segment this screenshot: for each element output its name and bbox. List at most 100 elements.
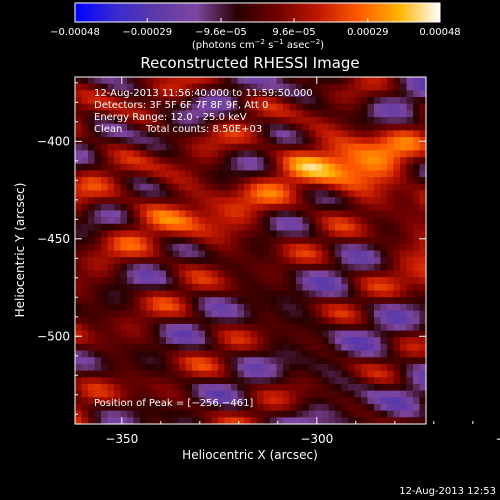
heatmap-cell (309, 197, 317, 205)
heatmap-cell (81, 197, 89, 205)
heatmap-cell (185, 157, 193, 165)
heatmap-cell (140, 377, 148, 385)
heatmap-cell (244, 97, 252, 105)
heatmap-cell (367, 270, 375, 278)
heatmap-cell (348, 97, 356, 105)
heatmap-cell (179, 177, 187, 185)
heatmap-cell (179, 370, 187, 378)
heatmap-cell (367, 277, 375, 285)
heatmap-cell (172, 257, 180, 265)
heatmap-cell (257, 350, 265, 358)
heatmap-cell (159, 183, 167, 192)
heatmap-cell (81, 163, 89, 172)
heatmap-cell (257, 243, 265, 252)
heatmap-cell (367, 297, 375, 305)
heatmap-cell (361, 330, 369, 338)
heatmap-cell (335, 157, 343, 165)
heatmap-cell (153, 357, 161, 365)
heatmap-cell (341, 83, 349, 91)
heatmap-cell (88, 163, 96, 172)
heatmap-cell (205, 263, 213, 272)
heatmap-cell (328, 297, 336, 305)
heatmap-cell (244, 410, 252, 418)
heatmap-cell (192, 303, 200, 312)
heatmap-cell (283, 190, 291, 198)
heatmap-cell (322, 130, 330, 138)
heatmap-cell (75, 150, 83, 158)
heatmap-cell (146, 203, 154, 212)
heatmap-cell (179, 190, 187, 198)
heatmap-cell (354, 123, 362, 131)
heatmap-cell (393, 283, 401, 292)
heatmap-cell (289, 323, 297, 332)
heatmap-cell (133, 297, 141, 305)
heatmap-cell (211, 130, 219, 138)
heatmap-cell (276, 243, 284, 252)
heatmap-cell (198, 323, 206, 332)
heatmap-cell (354, 163, 362, 172)
heatmap-cell (374, 150, 382, 158)
heatmap-cell (81, 150, 89, 158)
heatmap-cell (400, 150, 408, 158)
heatmap-cell (309, 250, 317, 258)
heatmap-cell (179, 203, 187, 212)
heatmap-cell (296, 410, 304, 418)
heatmap-cell (257, 117, 265, 125)
heatmap-cell (341, 397, 349, 405)
heatmap-cell (166, 277, 174, 285)
heatmap-cell (393, 123, 401, 131)
heatmap-cell (172, 223, 180, 232)
heatmap-cell (315, 290, 323, 298)
heatmap-cell (231, 310, 239, 318)
heatmap-cell (166, 177, 174, 185)
heatmap-cell (101, 210, 109, 218)
heatmap-cell (406, 210, 414, 218)
heatmap-cell (120, 223, 128, 232)
heatmap-cell (192, 337, 200, 345)
heatmap-cell (361, 203, 369, 212)
heatmap-cell (244, 83, 252, 91)
heatmap-cell (309, 117, 317, 125)
heatmap-cell (341, 163, 349, 172)
heatmap-cell (172, 363, 180, 372)
heatmap-cell (361, 163, 369, 172)
heatmap-cell (315, 97, 323, 105)
heatmap-cell (348, 250, 356, 258)
heatmap-cell (413, 397, 421, 405)
heatmap-cell (88, 337, 96, 345)
heatmap-cell (185, 357, 193, 365)
heatmap-cell (224, 130, 232, 138)
heatmap-cell (406, 103, 414, 111)
heatmap-cell (107, 243, 115, 252)
heatmap-cell (367, 350, 375, 358)
heatmap-cell (393, 137, 401, 145)
heatmap-cell (315, 157, 323, 165)
heatmap-cell (88, 143, 96, 151)
heatmap-cell (354, 397, 362, 405)
heatmap-cell (374, 403, 382, 412)
heatmap-cell (179, 397, 187, 405)
heatmap-cell (387, 223, 395, 232)
heatmap-cell (270, 130, 278, 138)
heatmap-cell (270, 263, 278, 272)
heatmap-cell (393, 403, 401, 412)
heatmap-cell (361, 77, 369, 85)
heatmap-cell (166, 190, 174, 198)
heatmap-cell (88, 377, 96, 385)
heatmap-cell (328, 90, 336, 98)
heatmap-cell (81, 183, 89, 192)
heatmap-cell (75, 270, 83, 278)
heatmap-cell (367, 150, 375, 158)
heatmap-cell (140, 263, 148, 272)
heatmap-cell (133, 243, 141, 252)
heatmap-cell (348, 370, 356, 378)
heatmap-cell (315, 143, 323, 151)
heatmap-cell (185, 197, 193, 205)
heatmap-cell (354, 103, 362, 111)
heatmap-cell (315, 270, 323, 278)
heatmap-cell (81, 177, 89, 185)
heatmap-cell (120, 383, 128, 392)
heatmap-cell (101, 150, 109, 158)
heatmap-cell (348, 190, 356, 198)
heatmap-cell (348, 357, 356, 365)
